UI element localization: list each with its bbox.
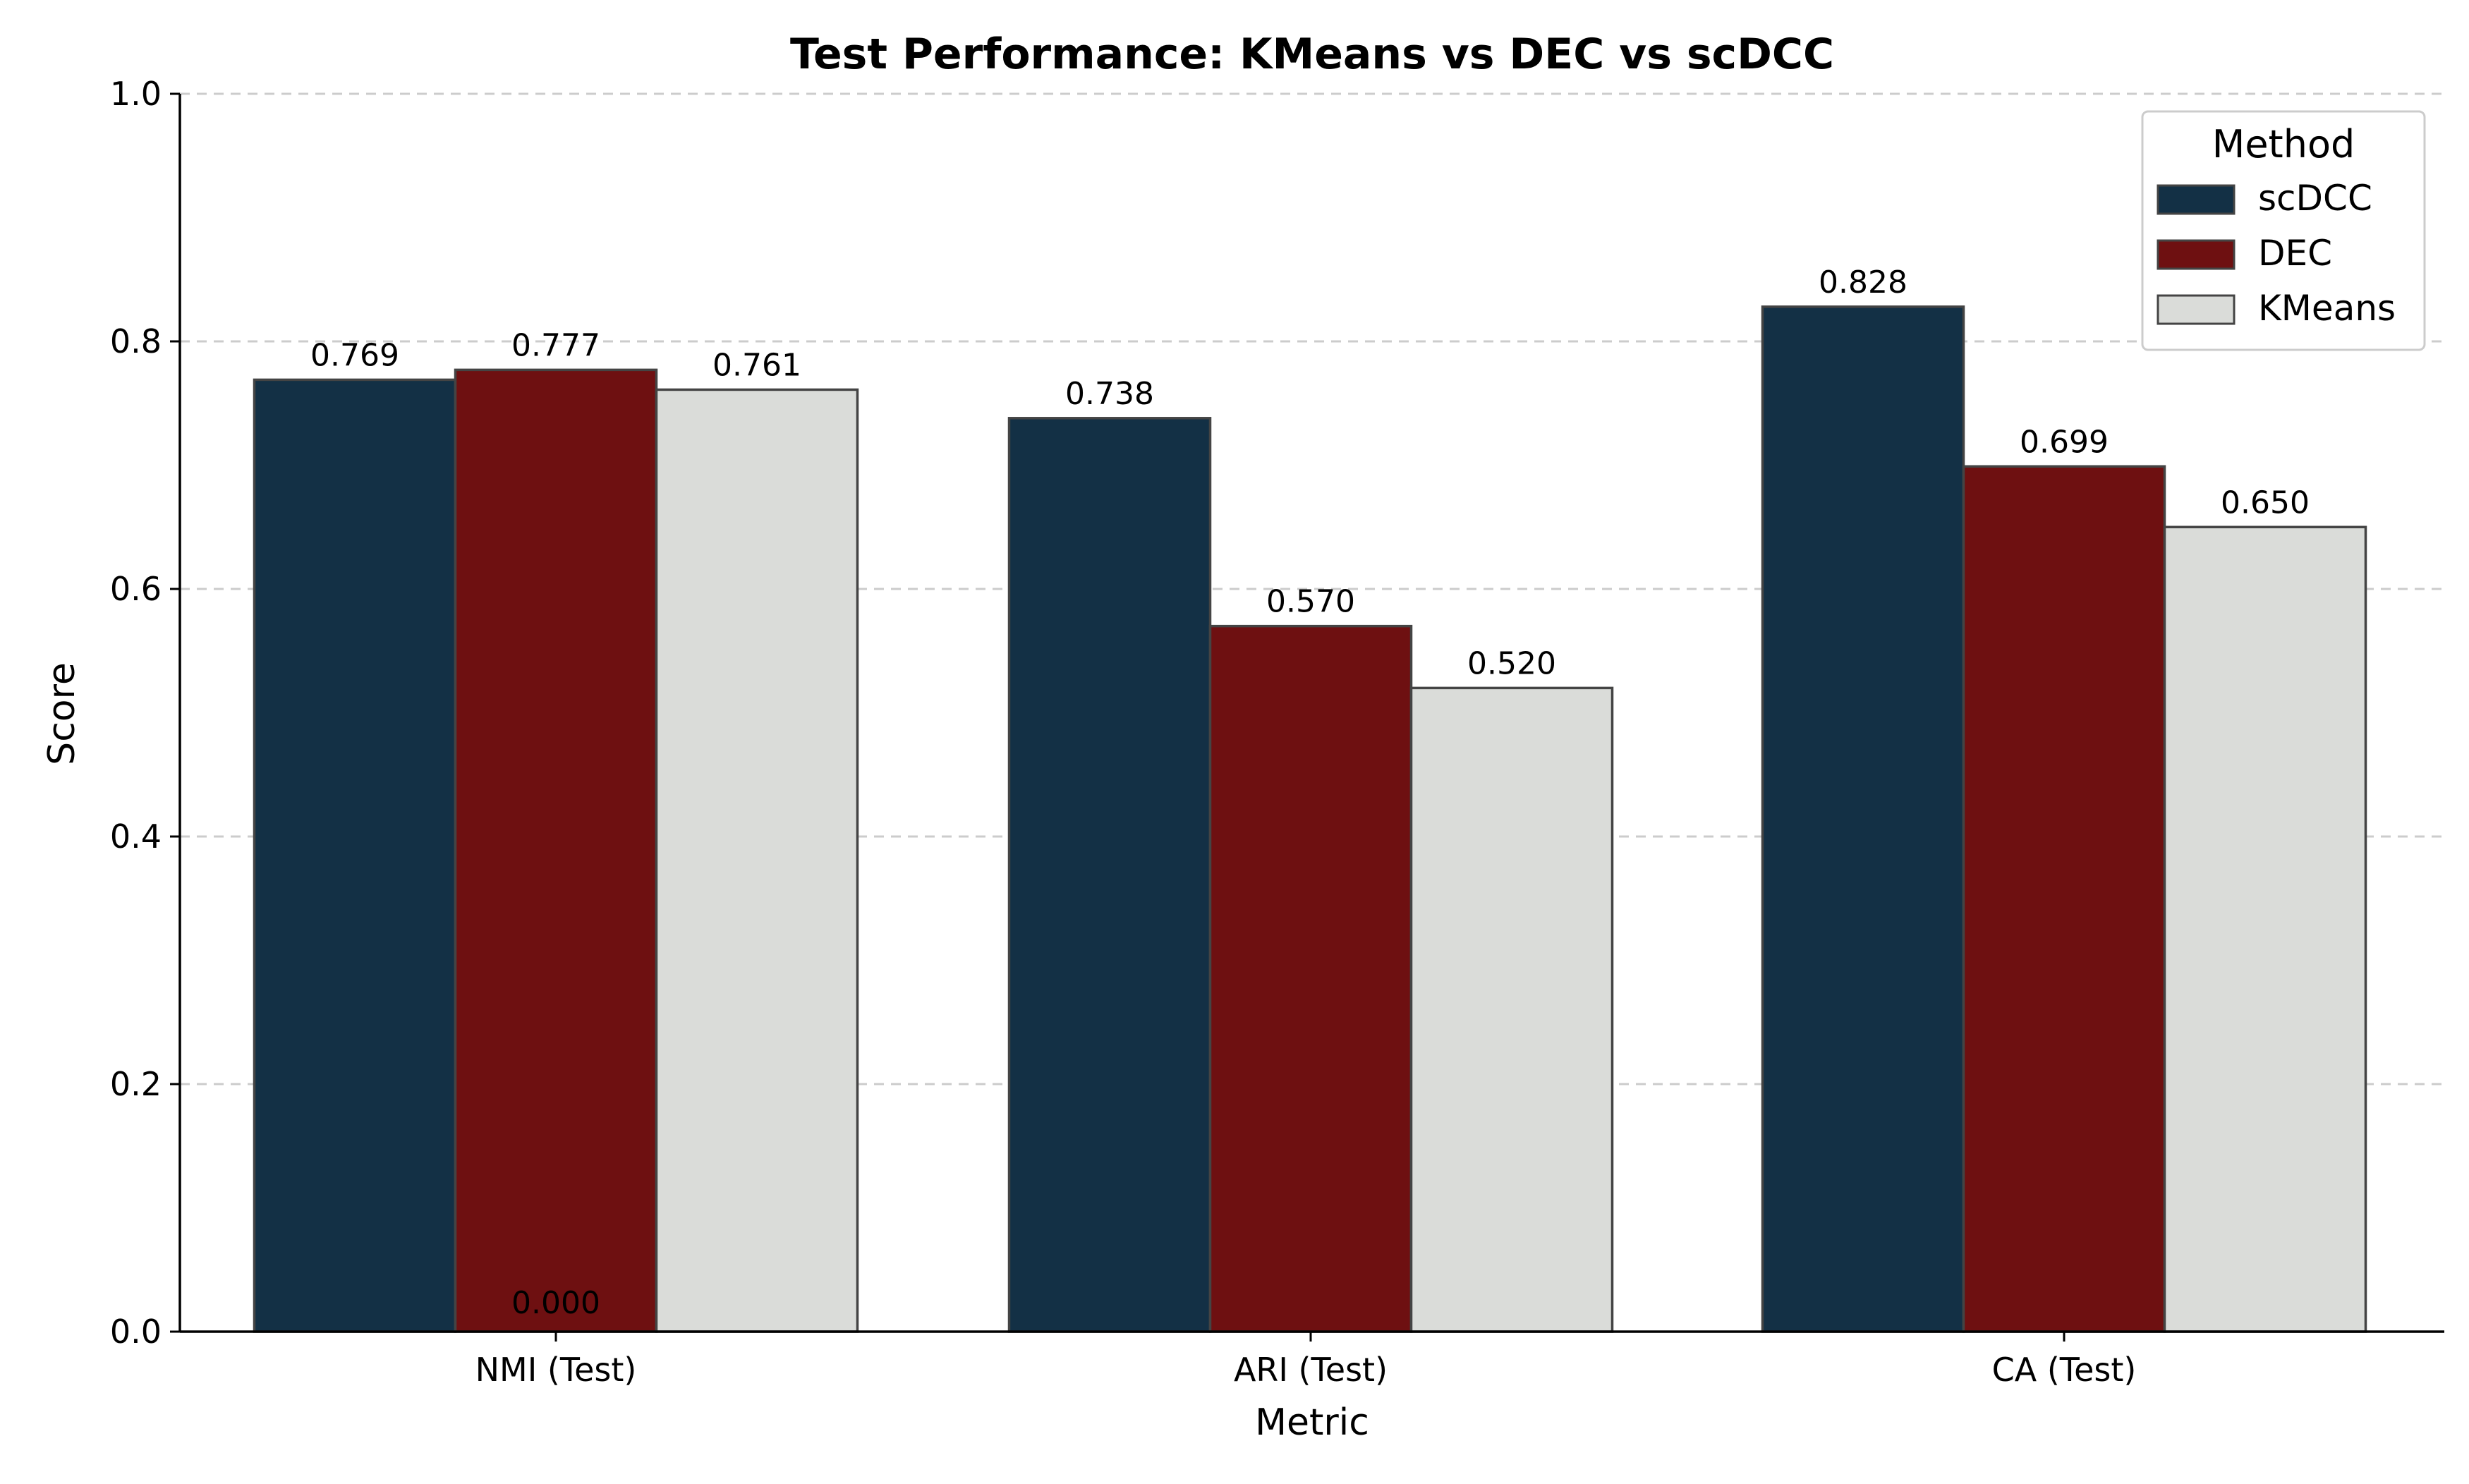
bar-kmeans-2 (2163, 525, 2367, 1333)
bar-scdcc-2 (1761, 305, 1965, 1333)
bar-value-label: 0.777 (511, 327, 600, 363)
x-tick-label: ARI (Test) (1234, 1351, 1388, 1389)
legend-label-scdcc: scDCC (2258, 178, 2372, 219)
bar-dec-0 (454, 368, 658, 1333)
bar-dec-1 (1208, 624, 1413, 1333)
y-tick-label: 0.4 (110, 817, 162, 856)
x-tick-label: CA (Test) (1992, 1351, 2137, 1389)
legend-frame (2141, 110, 2426, 351)
bar-scdcc-0 (253, 378, 457, 1333)
legend-title: Method (2212, 122, 2355, 166)
y-tick-label: 0.0 (110, 1313, 162, 1351)
bar-dec-2 (1962, 465, 2166, 1333)
y-tick-label: 1.0 (110, 75, 162, 113)
zero-annotation: 0.000 (511, 1285, 600, 1321)
bar-scdcc-1 (1007, 417, 1212, 1333)
legend: Method scDCC DEC KMeans (2141, 110, 2426, 351)
bar-value-label: 0.828 (1819, 264, 1907, 300)
axes: 0.0 0.2 0.4 0.6 0.8 1.0 NMI (Test) ARI (Test) CA… (110, 75, 2444, 1389)
bar-value-label: 0.769 (310, 337, 399, 373)
legend-label-dec: DEC (2258, 233, 2332, 274)
bars (253, 305, 2367, 1333)
bar-value-labels: 0.769 0.777 0.761 0.738 0.570 0.520 0.828 0.699… (310, 264, 2310, 1321)
y-tick-label: 0.2 (110, 1065, 162, 1103)
y-tick-label: 0.6 (110, 570, 162, 608)
bar-value-label: 0.570 (1266, 584, 1355, 620)
y-tick-label: 0.8 (110, 322, 162, 360)
bar-value-label: 0.650 (2221, 485, 2310, 521)
legend-swatch-kmeans (2156, 294, 2236, 325)
bar-value-label: 0.520 (1467, 645, 1556, 681)
bar-value-label: 0.761 (712, 347, 801, 383)
bar-value-label: 0.738 (1065, 376, 1154, 412)
legend-label-kmeans: KMeans (2258, 288, 2396, 329)
bar-value-label: 0.699 (2020, 424, 2109, 460)
bar-kmeans-1 (1409, 686, 1614, 1333)
bar-kmeans-0 (655, 388, 859, 1333)
legend-swatch-scdcc (2156, 184, 2236, 215)
y-axis-title: Score (41, 662, 83, 765)
legend-swatch-dec (2156, 239, 2236, 270)
x-axis-title: Metric (1255, 1401, 1369, 1444)
x-tick-label: NMI (Test) (475, 1351, 637, 1389)
chart-title: Test Performance: KMeans vs DEC vs scDCC (790, 30, 1834, 79)
